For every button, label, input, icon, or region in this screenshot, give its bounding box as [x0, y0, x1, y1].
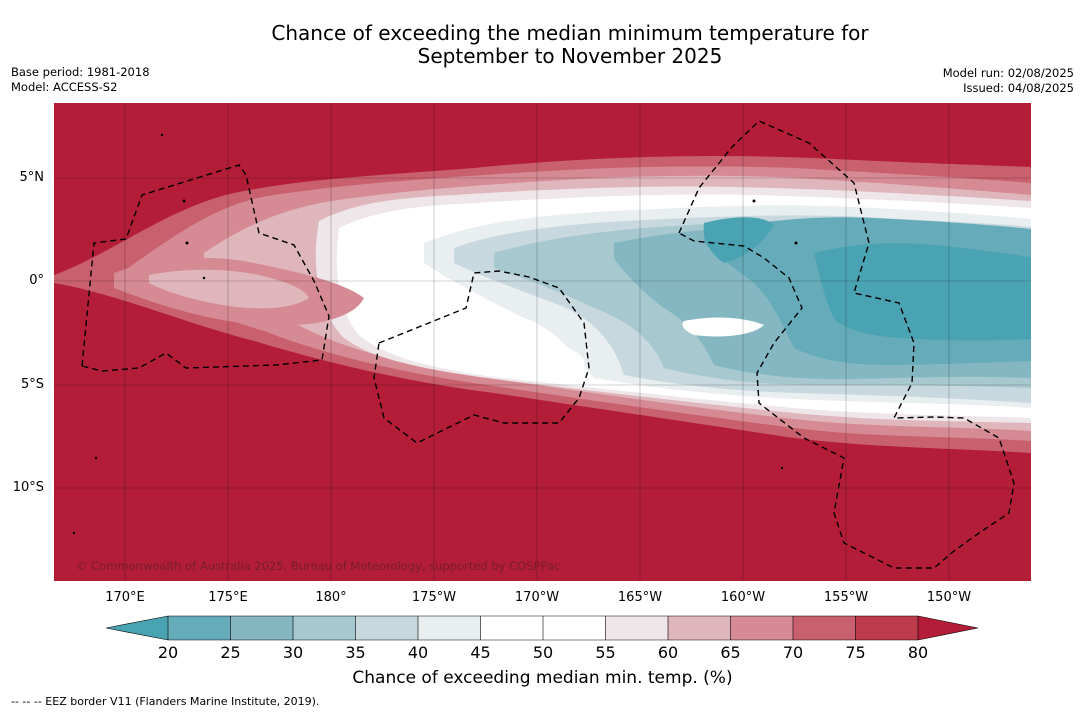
colorbar-tick: 70 — [782, 643, 804, 662]
eez-borders — [81, 120, 1015, 569]
title-line-2: September to November 2025 — [417, 44, 723, 68]
colorbar-tick: 80 — [907, 643, 929, 662]
colorbar-tick: 55 — [595, 643, 616, 662]
colorbar — [106, 615, 979, 641]
colorbar-segment — [668, 616, 731, 640]
colorbar-tick: 35 — [345, 643, 366, 662]
colorbar-tick: 60 — [657, 643, 679, 662]
model-run: Model run: 02/08/2025 — [942, 66, 1074, 80]
colorbar-tick: 25 — [220, 643, 241, 662]
colorbar-segment — [793, 616, 856, 640]
issued-date: Issued: 04/08/2025 — [963, 81, 1074, 95]
lon-label: 165°W — [617, 590, 663, 605]
lat-label: 10°S — [12, 480, 44, 495]
lon-label: 170°W — [514, 590, 560, 605]
colorbar-tick: 40 — [407, 643, 429, 662]
colorbar-tick: 30 — [282, 643, 304, 662]
lon-label: 180° — [315, 590, 347, 605]
islands — [72, 133, 798, 535]
colorbar-low-arrow — [106, 616, 168, 640]
colorbar-segment — [168, 616, 231, 640]
colorbar-high-arrow — [918, 616, 978, 640]
model-name: Model: ACCESS-S2 — [11, 80, 118, 94]
map-title: Chance of exceeding the median minimum t… — [170, 22, 970, 68]
colorbar-segment — [418, 616, 481, 640]
lat-label: 5°S — [20, 377, 44, 392]
colorbar-segment — [543, 616, 606, 640]
colorbar-tick: 50 — [532, 643, 554, 662]
title-line-1: Chance of exceeding the median minimum t… — [271, 21, 869, 45]
base-period: Base period: 1981-2018 — [11, 65, 150, 79]
lat-label: 5°N — [19, 170, 45, 185]
lon-label: 175°W — [411, 590, 457, 605]
lon-label: 155°W — [823, 590, 869, 605]
lat-label: 0° — [29, 273, 44, 288]
colorbar-tick: 20 — [157, 643, 179, 662]
colorbar-segment — [230, 616, 293, 640]
colorbar-tick: 75 — [845, 643, 866, 662]
contour-fields — [54, 156, 1031, 453]
lon-label: 160°W — [720, 590, 766, 605]
colorbar-segment — [730, 616, 793, 640]
lon-label: 150°W — [926, 590, 972, 605]
colorbar-segment — [605, 616, 668, 640]
colorbar-tick: 65 — [720, 643, 741, 662]
colorbar-segment — [480, 616, 543, 640]
colorbar-segment — [293, 616, 356, 640]
forecast-map — [54, 103, 1031, 581]
colorbar-segment — [355, 616, 418, 640]
lon-label: 175°E — [208, 590, 248, 605]
meta-left: Base period: 1981-2018 Model: ACCESS-S2 — [11, 65, 150, 95]
meta-right: Model run: 02/08/2025 Issued: 04/08/2025 — [943, 66, 1074, 96]
copyright-notice: © Commonwealth of Australia 2025, Bureau… — [76, 559, 561, 573]
colorbar-label: Chance of exceeding median min. temp. (%… — [352, 668, 733, 688]
lon-label: 170°E — [105, 590, 145, 605]
colorbar-tick: 45 — [470, 643, 491, 662]
colorbar-segment — [855, 616, 918, 640]
graticule — [54, 103, 1031, 581]
eez-legend-footnote: -- -- -- EEZ border V11 (Flanders Marine… — [11, 695, 320, 708]
